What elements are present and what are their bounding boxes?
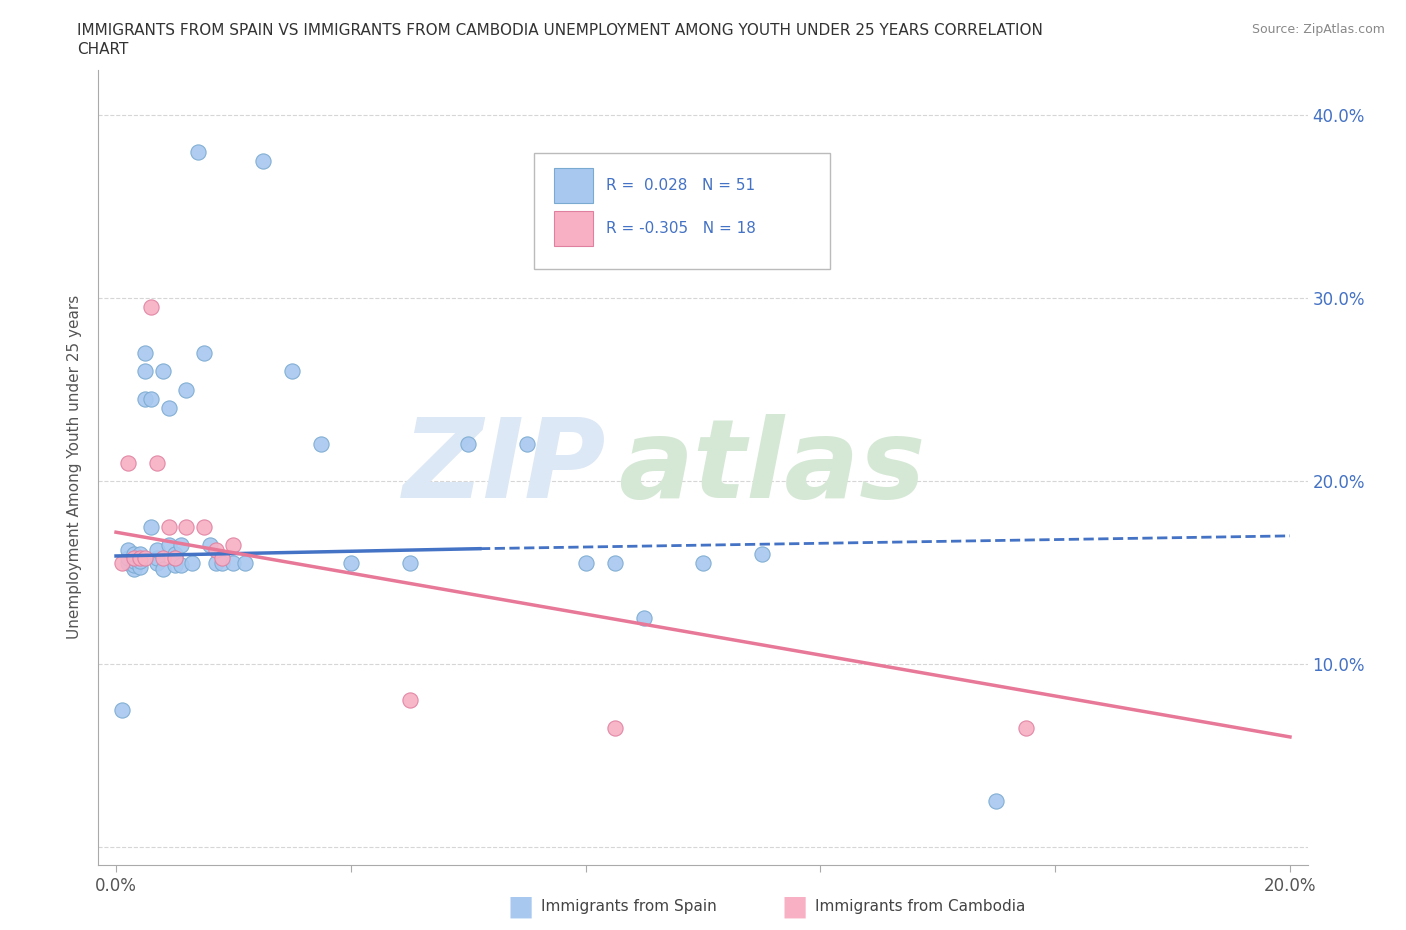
Point (193, 519, 215, 534)
Text: ■: ■ (782, 893, 807, 921)
Point (575, 556, 598, 571)
Point (986, 793, 1008, 808)
Point (157, 519, 180, 534)
Point (204, 556, 226, 571)
FancyBboxPatch shape (534, 153, 830, 269)
Point (146, 556, 169, 571)
FancyBboxPatch shape (554, 211, 593, 246)
Point (117, 543, 139, 558)
Point (134, 346, 156, 361)
Point (222, 556, 245, 571)
Point (141, 392, 163, 406)
Point (152, 562, 174, 577)
Point (603, 556, 626, 571)
Text: Source: ZipAtlas.com: Source: ZipAtlas.com (1251, 23, 1385, 36)
Point (152, 364, 174, 379)
Point (633, 611, 655, 626)
Point (176, 382, 198, 397)
Point (157, 401, 180, 416)
Point (163, 551, 186, 565)
Point (281, 364, 304, 379)
Point (398, 693, 420, 708)
Point (163, 558, 186, 573)
Text: R =  0.028   N = 51: R = 0.028 N = 51 (606, 178, 755, 193)
Point (128, 560, 150, 575)
Point (122, 547, 145, 562)
Point (516, 437, 538, 452)
Point (193, 346, 215, 361)
Point (1015, 721, 1038, 736)
Point (340, 556, 363, 571)
FancyBboxPatch shape (554, 167, 593, 203)
Point (134, 392, 156, 406)
Text: atlas: atlas (619, 414, 925, 521)
Point (141, 519, 163, 534)
Point (146, 551, 169, 565)
Point (169, 538, 191, 552)
Point (211, 556, 233, 571)
Text: Immigrants from Cambodia: Immigrants from Cambodia (815, 899, 1026, 914)
Point (211, 551, 233, 565)
Point (141, 300, 163, 315)
Point (311, 437, 333, 452)
Point (176, 519, 198, 534)
Point (117, 551, 139, 565)
Point (751, 547, 773, 562)
Point (692, 556, 714, 571)
Point (122, 562, 145, 577)
Point (122, 554, 145, 569)
Text: IMMIGRANTS FROM SPAIN VS IMMIGRANTS FROM CAMBODIA UNEMPLOYMENT AMONG YOUTH UNDER: IMMIGRANTS FROM SPAIN VS IMMIGRANTS FROM… (77, 23, 1043, 38)
Point (398, 556, 420, 571)
Point (252, 153, 274, 168)
Text: CHART: CHART (77, 42, 129, 57)
Y-axis label: Unemployment Among Youth under 25 years: Unemployment Among Youth under 25 years (67, 295, 83, 640)
Point (117, 456, 139, 471)
Point (222, 538, 245, 552)
Point (128, 551, 150, 565)
Point (603, 721, 626, 736)
Point (152, 551, 174, 565)
Point (198, 538, 221, 552)
Point (117, 556, 139, 571)
Point (134, 364, 156, 379)
Text: R = -0.305   N = 18: R = -0.305 N = 18 (606, 221, 756, 236)
Point (134, 551, 156, 565)
Point (128, 547, 150, 562)
Point (122, 551, 145, 565)
Point (122, 558, 145, 573)
Point (457, 437, 479, 452)
Point (128, 554, 150, 569)
Point (163, 547, 186, 562)
Point (122, 551, 145, 565)
Point (163, 551, 186, 565)
Point (111, 556, 134, 571)
Point (187, 144, 209, 159)
Point (169, 558, 191, 573)
Text: Immigrants from Spain: Immigrants from Spain (541, 899, 717, 914)
Point (157, 538, 180, 552)
Point (111, 702, 134, 717)
Text: ZIP: ZIP (402, 414, 606, 521)
Point (146, 543, 169, 558)
Point (204, 543, 226, 558)
Point (146, 456, 169, 471)
Text: ■: ■ (508, 893, 533, 921)
Point (233, 556, 256, 571)
Point (181, 556, 204, 571)
